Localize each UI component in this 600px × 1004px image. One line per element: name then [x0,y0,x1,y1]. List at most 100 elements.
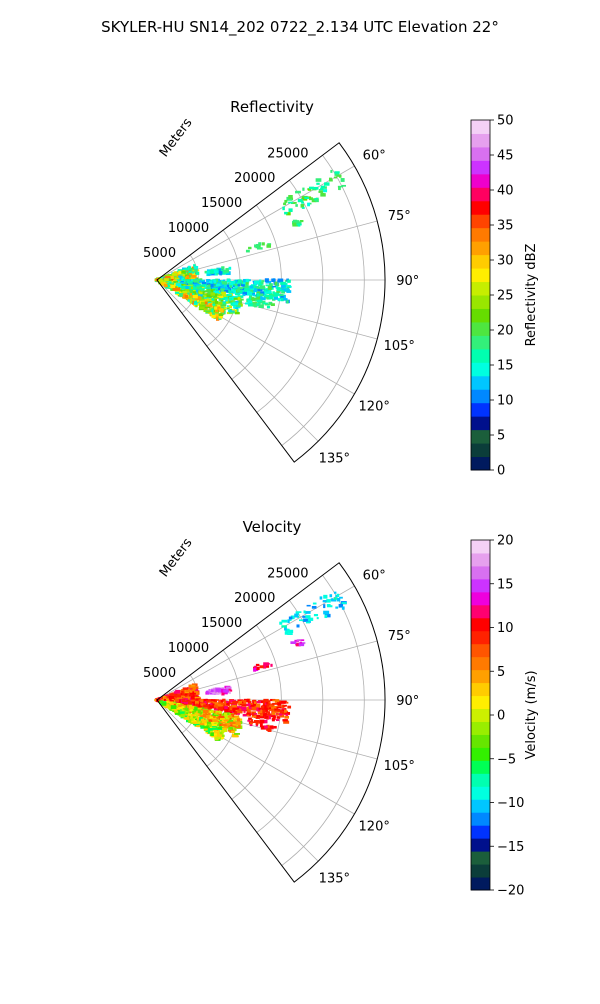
echo-gate [183,695,189,700]
echo-gate [323,594,328,599]
colorbar-segment [471,227,490,242]
colorbar-segment [471,617,490,632]
echo-gate [219,687,224,690]
echo-gate [253,667,257,672]
echo-gate [195,296,201,300]
colorbar-tick-label: −10 [497,796,524,811]
echo-gate [172,279,177,282]
echo-gate [284,720,288,724]
echo-gate [270,303,275,307]
echo-gate [281,291,286,294]
echo-gate [242,714,247,717]
echo-gate [165,276,171,279]
echo-gate [207,273,212,276]
echo-gate [196,716,200,721]
echo-gate [331,599,337,602]
echo-gate [194,691,199,695]
echo-gate [185,267,189,271]
echo-gate [225,700,229,703]
echo-gate [234,309,238,313]
echo-gate [242,700,247,702]
theta-tick-label: 120° [359,819,390,834]
theta-tick-label: 105° [384,339,415,354]
echo-gate [185,688,191,693]
colorbar-segment [471,335,490,350]
echo-gate [187,292,191,296]
echo-gate [190,699,195,702]
echo-gate [238,299,242,304]
echo-gate [178,690,183,693]
echo-gate [208,727,213,731]
echo-gate [256,293,260,297]
echo-gate [319,596,323,600]
echo-gate [267,285,272,289]
echo-gate [200,301,205,306]
colorbar-segment [471,120,490,134]
echo-gate [339,596,343,599]
radial-axis-label: Meters [157,535,196,580]
echo-gate [210,688,217,693]
echo-gate [260,291,265,295]
echo-gate [211,308,216,313]
echo-gate [193,299,197,302]
echo-gate [223,724,228,729]
echo-gate [184,714,189,717]
echo-gate [228,688,231,691]
echo-gate [192,291,197,295]
echo-gate [273,296,279,300]
echo-gate [280,281,286,285]
echo-gate [231,733,238,738]
colorbar-segment [471,864,490,878]
echo-gate [207,731,210,734]
echo-gate [258,242,262,246]
echo-gate [303,610,306,614]
echo-gate [201,295,205,299]
echo-gate [295,220,300,224]
echo-gate [260,713,264,717]
echo-gate [295,642,301,647]
radial-tick-label: 15000 [201,616,242,631]
colorbar-segment [471,669,490,684]
echo-gate [185,694,192,697]
echo-gate [228,293,232,296]
echo-gate [217,706,224,711]
echo-gate [241,703,247,706]
echo-gate [338,186,341,191]
echo-gate [266,244,272,248]
echo-gate [190,714,195,717]
echo-gate [270,663,273,667]
echo-gate [181,699,185,703]
echo-gate [224,709,229,714]
echo-gate [191,275,197,279]
echo-gate [205,690,210,694]
echo-gate [253,701,257,704]
echo-gate [248,297,255,301]
echo-gate [269,283,273,287]
echo-gate [214,297,218,302]
sector-outline [156,562,386,883]
echo-gate [260,293,264,296]
grid-spoke [156,279,319,442]
colorbar-tick-label: 35 [497,219,514,234]
echo-gate [188,267,194,272]
echo-gate [302,615,308,618]
echo-gate [175,694,182,698]
echo-gate [256,714,261,718]
colorbar-segment [471,133,490,148]
echo-gate [206,298,209,302]
echo-gate [324,614,328,619]
echo-gate [194,300,197,304]
echo-gate [276,702,282,706]
echo-gate [228,295,232,299]
theta-tick-label: 60° [363,569,386,584]
echo-gate [266,294,273,297]
echo-gate [200,713,207,718]
echo-gate [210,289,215,293]
echo-gate [280,294,285,297]
echo-gate [210,732,214,737]
echo-gate [276,287,281,291]
echo-gate [200,708,205,711]
echo-gate [194,724,200,727]
echo-gate [271,725,277,729]
echo-gate [236,304,242,307]
